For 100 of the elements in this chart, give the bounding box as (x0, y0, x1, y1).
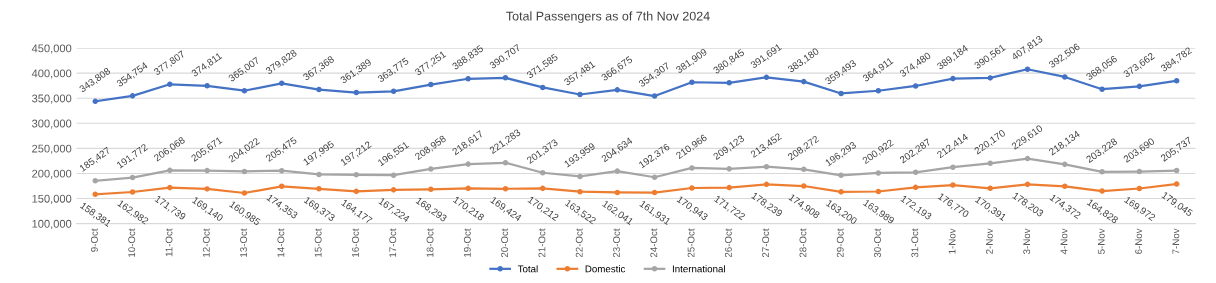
x-tick-label: 22-Oct (575, 228, 583, 258)
point (875, 188, 882, 195)
point (689, 79, 695, 86)
point (204, 186, 210, 192)
x-tick-label: 23-Oct (613, 228, 620, 258)
x-tick-label: 27-Oct (762, 228, 770, 258)
point (465, 161, 471, 167)
y-tick-label: 300,000 (32, 119, 72, 129)
point (614, 168, 621, 174)
point (465, 75, 471, 82)
point (539, 185, 546, 192)
point (987, 185, 994, 192)
point (92, 98, 99, 105)
legend-label: Total (517, 265, 538, 273)
x-tick-label: 25-Oct (687, 228, 695, 258)
y-tick-label: 100,000 (32, 219, 72, 230)
point (987, 160, 994, 167)
point (502, 185, 509, 192)
point (278, 80, 285, 87)
x-tick-label: 11-Oct (165, 228, 173, 257)
point (353, 172, 360, 178)
point (428, 81, 434, 88)
point (502, 159, 509, 166)
y-tick-label: 400,000 (31, 69, 72, 79)
legend-label: International (672, 265, 725, 273)
point (614, 87, 621, 93)
point (726, 184, 732, 191)
point (1173, 78, 1180, 84)
y-tick-label: 450,000 (31, 44, 72, 54)
x-tick-label: 24-Oct (650, 228, 658, 258)
point (1024, 155, 1031, 162)
x-tick-label: 20-Oct (501, 228, 509, 258)
x-tick-label: 19-Oct (463, 228, 471, 257)
point (763, 163, 770, 170)
point (129, 174, 136, 181)
point (316, 86, 322, 93)
point (875, 170, 882, 176)
point (428, 186, 434, 193)
point (390, 88, 397, 95)
y-tick-label: 150,000 (32, 194, 72, 204)
x-tick-label: 14-Oct (277, 228, 285, 257)
point (800, 183, 807, 189)
point (950, 182, 956, 188)
point (1024, 66, 1031, 73)
x-tick-label: 2-Nov (985, 228, 993, 254)
point (316, 186, 322, 192)
x-tick-label: 5-Nov (1097, 228, 1105, 254)
point (1062, 74, 1068, 80)
point (167, 81, 173, 88)
x-tick-label: 17-Oct (389, 228, 397, 257)
legend-label: Domestic (585, 265, 626, 273)
y-tick-label: 200,000 (32, 169, 72, 179)
point (912, 169, 919, 176)
x-tick-label: 13-Oct (240, 228, 248, 257)
point (726, 166, 732, 172)
point (838, 189, 844, 195)
x-tick-label: 21-Oct (538, 228, 546, 258)
point (1136, 168, 1143, 175)
point (651, 174, 658, 181)
point (1062, 161, 1068, 168)
x-tick-label: 18-Oct (426, 228, 434, 257)
point (912, 83, 919, 89)
point (353, 89, 360, 96)
point (987, 75, 994, 81)
point (390, 187, 397, 193)
point (1099, 188, 1105, 194)
point (502, 75, 509, 81)
x-tick-label: 31-Oct (911, 228, 919, 258)
x-tick-label: 6-Nov (1135, 228, 1142, 254)
point (689, 185, 695, 191)
x-tick-label: 10-Oct (128, 228, 136, 257)
x-tick-label: 3-Nov (1023, 228, 1031, 254)
point (950, 75, 956, 82)
point (763, 74, 770, 81)
point (278, 183, 285, 190)
point (92, 191, 99, 198)
x-tick-label: 9-Oct (90, 228, 98, 252)
point (838, 172, 844, 179)
point (539, 84, 546, 91)
x-tick-label: 26-Oct (724, 228, 732, 258)
x-tick-label: 4-Nov (1060, 228, 1068, 255)
point (539, 169, 546, 176)
point (875, 87, 882, 94)
point (1173, 181, 1180, 187)
point (800, 166, 807, 173)
point (651, 189, 658, 196)
point (950, 164, 956, 170)
point (1062, 183, 1068, 190)
point (428, 166, 434, 172)
point (1136, 83, 1143, 90)
point (577, 173, 583, 180)
point (167, 167, 173, 174)
point (838, 90, 844, 97)
point (763, 181, 770, 188)
point (204, 167, 210, 174)
x-tick-label: 1-Nov (948, 228, 956, 254)
x-tick-label: 15-Oct (314, 228, 322, 257)
chart-title: Total Passengers as of 7th Nov 2024 (506, 11, 710, 23)
point (912, 184, 919, 191)
point (800, 78, 807, 85)
